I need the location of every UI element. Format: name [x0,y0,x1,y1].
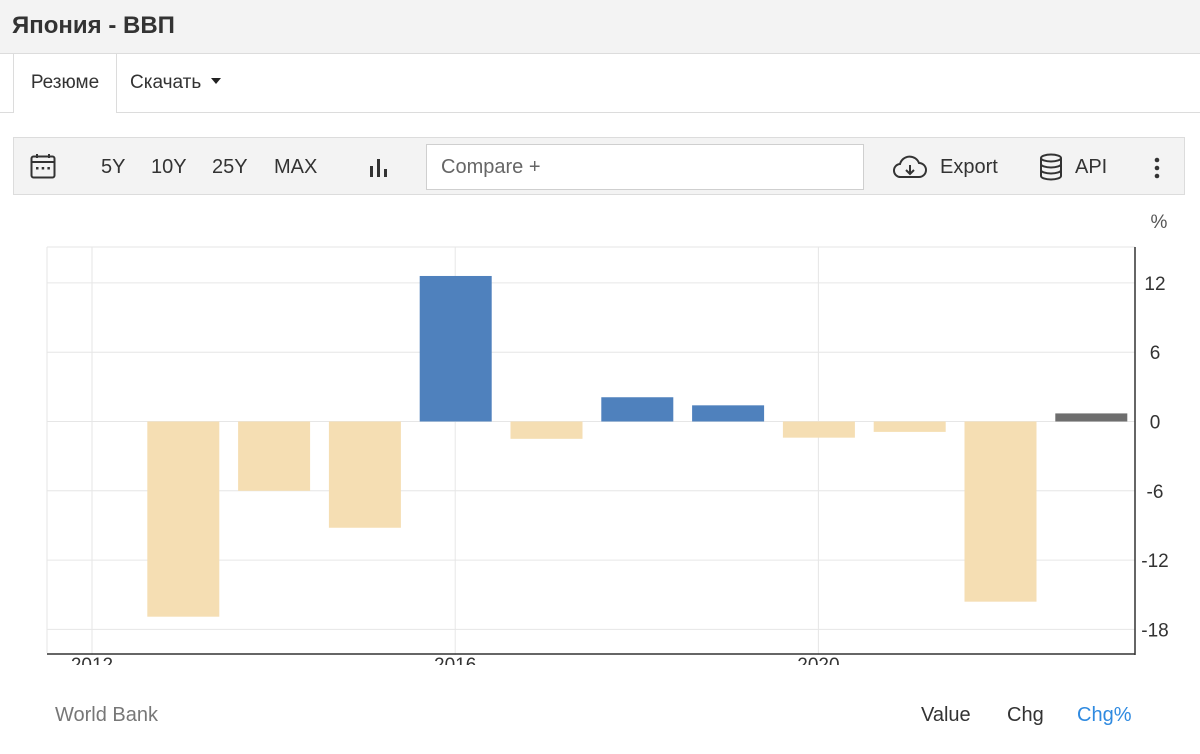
bar-2020 [782,421,855,438]
bar-2023 [1055,413,1128,422]
y-tick-label: -18 [1141,620,1168,641]
y-tick-label: -12 [1141,551,1168,572]
value-button[interactable]: Value [921,704,971,726]
range-25y-button[interactable]: 25Y [212,156,248,178]
chg-percent-button[interactable]: Chg% [1077,704,1132,726]
bar-2014 [238,421,311,491]
bar-2018 [601,397,674,422]
gdp-bar-chart: 12 6 0 -6 -12 -18% 2012 2016 2020 [46,212,1169,676]
y-tick-label: 12 [1144,274,1165,295]
compare-input[interactable] [426,144,864,190]
page-title: Япония - ВВП [12,12,175,39]
chg-button[interactable]: Chg [1007,704,1044,726]
y-tick-label: 0 [1150,413,1161,434]
tab-bar: Резюме Скачать [0,54,1200,113]
x-tick-label: 2020 [797,655,839,665]
y-tick-label: -6 [1147,482,1164,503]
calendar-icon[interactable] [30,153,56,179]
vertical-dots-icon[interactable] [1152,156,1162,180]
bar-2013 [147,421,220,617]
bar-2016 [419,275,492,422]
bar-2017 [510,421,583,439]
bar-2022 [964,421,1037,602]
chart-toolbar: 5Y 10Y 25Y MAX Export API [13,137,1185,195]
tab-download-label: Скачать [130,72,202,93]
range-10y-button[interactable]: 10Y [151,156,187,178]
range-5y-button[interactable]: 5Y [101,156,126,178]
tab-summary[interactable]: Резюме [13,54,117,113]
database-icon[interactable] [1039,153,1063,181]
data-source: World Bank [55,704,159,726]
bar-chart-icon[interactable] [368,157,390,179]
y-unit-label: % [1151,212,1168,233]
x-tick-label: 2012 [71,655,113,665]
x-tick-label: 2016 [434,655,476,665]
api-button[interactable]: API [1075,156,1108,178]
chart-area: 12 6 0 -6 -12 -18% 2012 2016 2020 [0,195,1200,676]
export-button[interactable]: Export [940,156,998,178]
cloud-download-icon[interactable] [892,154,928,180]
bar-2015 [328,421,401,528]
range-max-button[interactable]: MAX [274,156,318,178]
chart-footer: World Bank Value Chg Chg% [0,690,1200,740]
bar-2019 [692,405,765,422]
caret-down-icon [211,77,222,84]
header-bar: Япония - ВВП [0,0,1200,54]
y-tick-label: 6 [1150,343,1161,364]
bar-2021 [873,421,946,432]
tab-download[interactable]: Скачать [130,54,222,112]
